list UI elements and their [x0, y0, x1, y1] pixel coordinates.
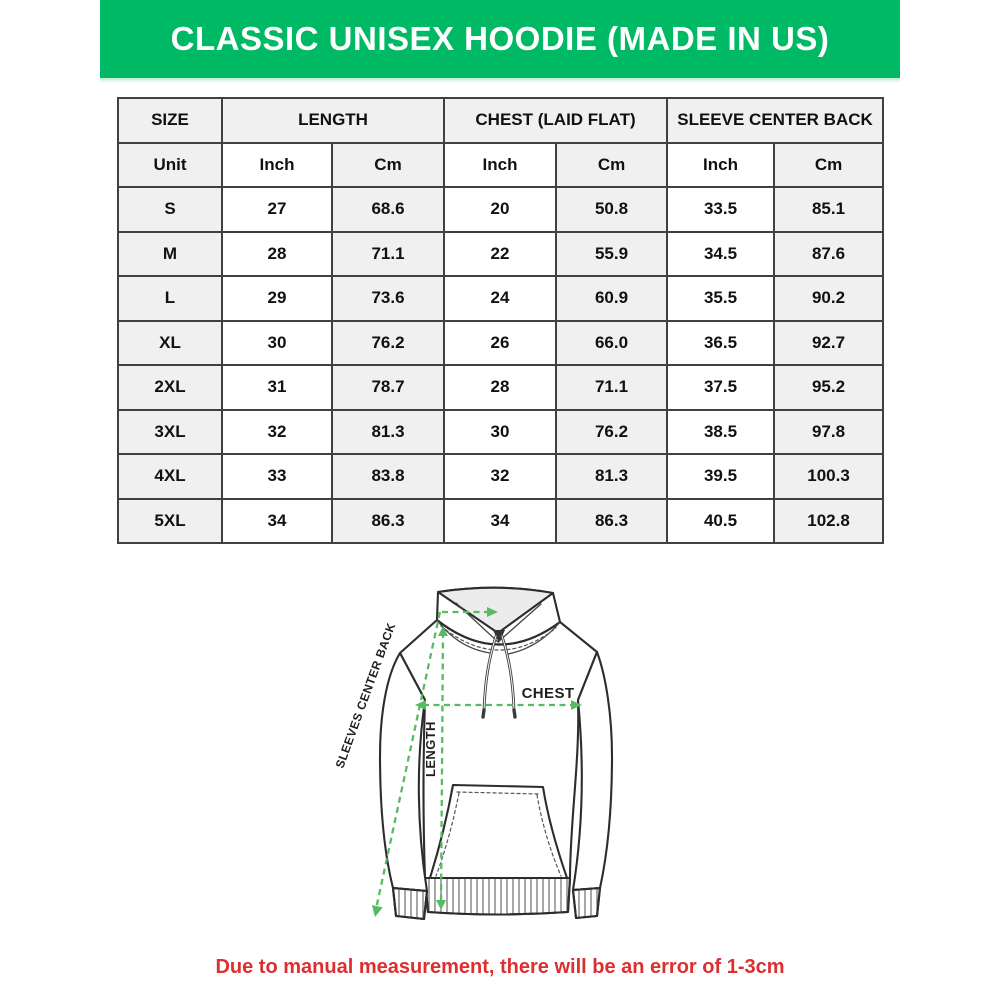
unit-header-row: Unit Inch Cm Inch Cm Inch Cm	[117, 141, 885, 188]
measurement-cell: 30	[443, 408, 558, 455]
col-header-size: SIZE	[117, 97, 223, 144]
size-cell: M	[117, 230, 223, 277]
measurement-cell: 95.2	[773, 364, 885, 411]
measurement-cell: 76.2	[330, 319, 446, 366]
length-top-arrowhead	[438, 626, 448, 636]
measurement-cell: 81.3	[555, 453, 669, 500]
measurement-cell: 71.1	[555, 364, 669, 411]
size-cell: 2XL	[117, 364, 223, 411]
measurement-cell: 97.8	[773, 408, 885, 455]
size-row: S 27 68.6 20 50.8 33.5 85.1	[117, 186, 885, 233]
measurement-cell: 60.9	[555, 275, 669, 322]
measurement-cell: 38.5	[666, 408, 776, 455]
cm-header: Cm	[773, 141, 885, 188]
measurement-cell: 76.2	[555, 408, 669, 455]
size-row: XL 30 76.2 26 66.0 36.5 92.7	[117, 319, 885, 366]
measurement-cell: 39.5	[666, 453, 776, 500]
measurement-cell: 86.3	[330, 497, 446, 544]
size-row: M 28 71.1 22 55.9 34.5 87.6	[117, 230, 885, 277]
measurement-cell: 22	[443, 230, 558, 277]
measurement-cell: 29	[221, 275, 333, 322]
length-bottom-arrowhead	[436, 900, 446, 910]
measurement-cell: 73.6	[330, 275, 446, 322]
size-cell: XL	[117, 319, 223, 366]
size-cell: 5XL	[117, 497, 223, 544]
hood-inner	[436, 586, 555, 635]
chest-label: CHEST	[522, 685, 575, 702]
inch-header: Inch	[666, 141, 776, 188]
measurement-cell: 55.9	[555, 230, 669, 277]
measurement-cell: 28	[443, 364, 558, 411]
size-row: 5XL 34 86.3 34 86.3 40.5 102.8	[117, 497, 885, 544]
size-cell: 3XL	[117, 408, 223, 455]
col-header-sleeve: SLEEVE CENTER BACK	[666, 97, 885, 144]
size-chart-table: SIZE LENGTH CHEST (LAID FLAT) SLEEVE CEN…	[117, 97, 885, 544]
unit-header: Unit	[117, 141, 223, 188]
measurement-cell: 50.8	[555, 186, 669, 233]
measurement-cell: 28	[221, 230, 333, 277]
measurement-cell: 90.2	[773, 275, 885, 322]
measurement-cell: 92.7	[773, 319, 885, 366]
measurement-cell: 83.8	[330, 453, 446, 500]
left-sleeve	[378, 651, 429, 893]
measurement-cell: 37.5	[666, 364, 776, 411]
size-row: L 29 73.6 24 60.9 35.5 90.2	[117, 275, 885, 322]
measurement-cell: 31	[221, 364, 333, 411]
inch-header: Inch	[443, 141, 558, 188]
chest-right-arrowhead	[571, 700, 582, 710]
size-row: 2XL 31 78.7 28 71.1 37.5 95.2	[117, 364, 885, 411]
sleeve-guide-line	[374, 611, 442, 910]
measurement-cell: 40.5	[666, 497, 776, 544]
cm-header: Cm	[555, 141, 669, 188]
measurement-cell: 32	[221, 408, 333, 455]
neck-arrowhead	[487, 607, 498, 617]
hoodie-outline-drawing	[378, 586, 614, 921]
measurement-cell: 102.8	[773, 497, 885, 544]
page-title: CLASSIC UNISEX HOODIE (MADE IN US)	[170, 20, 830, 57]
cord-anchor	[493, 630, 505, 643]
size-cell: 4XL	[117, 453, 223, 500]
measurement-cell: 35.5	[666, 275, 776, 322]
size-cell: L	[117, 275, 223, 322]
measurement-cell: 86.3	[555, 497, 669, 544]
measurement-cell: 32	[443, 453, 558, 500]
group-header-row: SIZE LENGTH CHEST (LAID FLAT) SLEEVE CEN…	[117, 97, 885, 144]
hoodie-measurement-diagram: CHEST LENGTH SLEEVES CENTER BACK	[333, 586, 614, 921]
measurement-cell: 36.5	[666, 319, 776, 366]
measurement-cell: 87.6	[773, 230, 885, 277]
measurement-cell: 33	[221, 453, 333, 500]
measurement-cell: 20	[443, 186, 558, 233]
right-sleeve	[571, 650, 614, 892]
title-banner: CLASSIC UNISEX HOODIE (MADE IN US)	[100, 0, 900, 83]
size-table-body: S 27 68.6 20 50.8 33.5 85.1 M 28 71.1 22 55.9 34.5 87…	[117, 186, 885, 544]
measurement-cell: 78.7	[330, 364, 446, 411]
measurement-cell: 100.3	[773, 453, 885, 500]
size-cell: S	[117, 186, 223, 233]
inch-header: Inch	[221, 141, 333, 188]
measurement-error-note: Due to manual measurement, there will be…	[215, 956, 785, 978]
measurement-cell: 33.5	[666, 186, 776, 233]
measurement-cell: 34	[443, 497, 558, 544]
measurement-cell: 81.3	[330, 408, 446, 455]
measurement-cell: 27	[221, 186, 333, 233]
measurement-cell: 30	[221, 319, 333, 366]
measurement-cell: 71.1	[330, 230, 446, 277]
sleeve-arrowhead	[371, 905, 383, 917]
length-guide-line	[439, 631, 445, 904]
measurement-cell: 68.6	[330, 186, 446, 233]
size-row: 4XL 33 83.8 32 81.3 39.5 100.3	[117, 453, 885, 500]
size-row: 3XL 32 81.3 30 76.2 38.5 97.8	[117, 408, 885, 455]
col-header-length: LENGTH	[220, 97, 446, 144]
length-label: LENGTH	[423, 721, 438, 777]
col-header-chest: CHEST (LAID FLAT)	[443, 97, 669, 144]
measurement-cell: 26	[443, 319, 558, 366]
measurement-cell: 85.1	[773, 186, 885, 233]
measurement-cell: 34	[221, 497, 333, 544]
measurement-cell: 24	[443, 275, 558, 322]
chest-left-arrowhead	[415, 700, 426, 710]
measurement-cell: 66.0	[555, 319, 669, 366]
cm-header: Cm	[330, 141, 446, 188]
measurement-cell: 34.5	[666, 230, 776, 277]
